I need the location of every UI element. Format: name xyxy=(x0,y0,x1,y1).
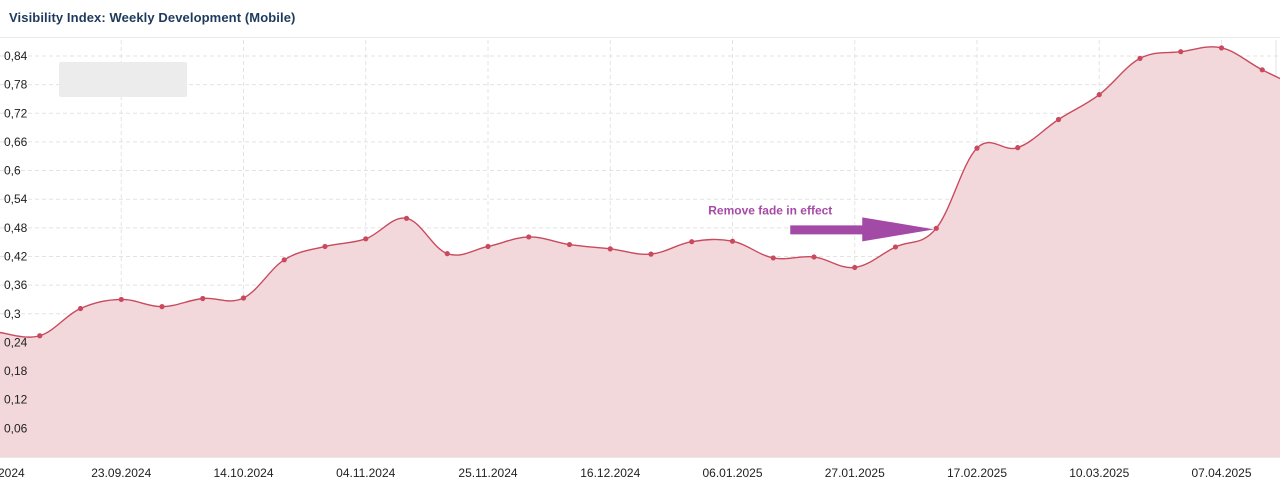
x-axis: 2024 23.09.2024 14.10.2024 04.11.2024 25.11.… xyxy=(0,466,1252,480)
data-point[interactable] xyxy=(403,215,410,221)
data-point[interactable] xyxy=(1096,92,1102,98)
y-tick-label: 0,36 xyxy=(4,278,28,292)
data-point[interactable] xyxy=(322,243,328,250)
data-point[interactable] xyxy=(1259,67,1265,73)
data-point[interactable] xyxy=(566,241,573,248)
y-tick-label: 0,72 xyxy=(4,106,28,120)
y-tick-label: 0,78 xyxy=(4,78,28,92)
y-tick-label: 0,84 xyxy=(4,49,28,63)
data-point[interactable] xyxy=(974,145,980,151)
x-tick-label: 10.03.2025 xyxy=(1069,466,1129,480)
y-tick-label: 0,6 xyxy=(4,164,21,178)
area-fill xyxy=(0,46,1280,457)
x-tick-label: 06.01.2025 xyxy=(702,466,762,480)
x-tick-label: 17.02.2025 xyxy=(947,466,1007,480)
data-point[interactable] xyxy=(37,333,43,339)
data-point[interactable] xyxy=(281,257,287,263)
x-tick-label: 25.11.2024 xyxy=(458,466,517,480)
data-point[interactable] xyxy=(526,234,532,240)
data-point[interactable] xyxy=(444,251,450,257)
data-point[interactable] xyxy=(811,254,817,260)
data-point[interactable] xyxy=(159,304,165,310)
data-point[interactable] xyxy=(648,251,654,257)
data-point[interactable] xyxy=(1218,45,1225,51)
data-point[interactable] xyxy=(1137,55,1143,61)
annotation: Remove fade in effect xyxy=(708,203,935,242)
x-tick-label: 07.04.2025 xyxy=(1191,466,1251,480)
data-point[interactable] xyxy=(1178,49,1184,55)
y-tick-label: 0,06 xyxy=(4,421,28,435)
data-point[interactable] xyxy=(892,244,899,250)
x-tick-label: 23.09.2024 xyxy=(91,466,151,480)
x-tick-label: 16.12.2024 xyxy=(580,466,640,480)
data-point[interactable] xyxy=(933,225,939,231)
x-tick-label: 27.01.2025 xyxy=(825,466,885,480)
data-point[interactable] xyxy=(1015,145,1021,151)
series-points xyxy=(37,45,1265,339)
y-axis: 0,06 0,12 0,18 0,24 0,3 0,36 0,42 0,48 0,54 0,6 0,… xyxy=(4,49,28,435)
data-point[interactable] xyxy=(77,305,84,312)
annotation-arrow xyxy=(790,217,935,242)
x-tick-label: 14.10.2024 xyxy=(213,466,273,480)
data-point[interactable] xyxy=(770,255,776,261)
data-point[interactable] xyxy=(729,238,736,244)
y-tick-label: 0,12 xyxy=(4,393,28,407)
legend-placeholder xyxy=(59,62,187,97)
y-tick-label: 0,3 xyxy=(4,307,21,321)
data-point[interactable] xyxy=(240,295,247,301)
data-point[interactable] xyxy=(852,264,858,271)
data-point[interactable] xyxy=(689,239,695,245)
y-tick-label: 0,66 xyxy=(4,135,28,149)
series-area xyxy=(0,46,1280,457)
data-point[interactable] xyxy=(200,295,206,302)
y-tick-label: 0,48 xyxy=(4,221,28,235)
chart-header: Visibility Index: Weekly Development (Mo… xyxy=(0,0,1280,38)
data-point[interactable] xyxy=(485,243,491,250)
y-tick-label: 0,54 xyxy=(4,192,28,206)
annotation-label: Remove fade in effect xyxy=(708,203,832,217)
data-point[interactable] xyxy=(363,236,369,242)
x-tick-label: 2024 xyxy=(0,466,25,480)
y-tick-label: 0,24 xyxy=(4,335,28,349)
y-tick-label: 0,42 xyxy=(4,249,28,263)
chart-title: Visibility Index: Weekly Development (Mo… xyxy=(9,10,296,25)
y-tick-label: 0,18 xyxy=(4,364,28,378)
data-point[interactable] xyxy=(1055,116,1062,123)
data-point[interactable] xyxy=(607,246,613,252)
data-point[interactable] xyxy=(118,296,124,303)
x-tick-label: 04.11.2024 xyxy=(336,466,395,480)
